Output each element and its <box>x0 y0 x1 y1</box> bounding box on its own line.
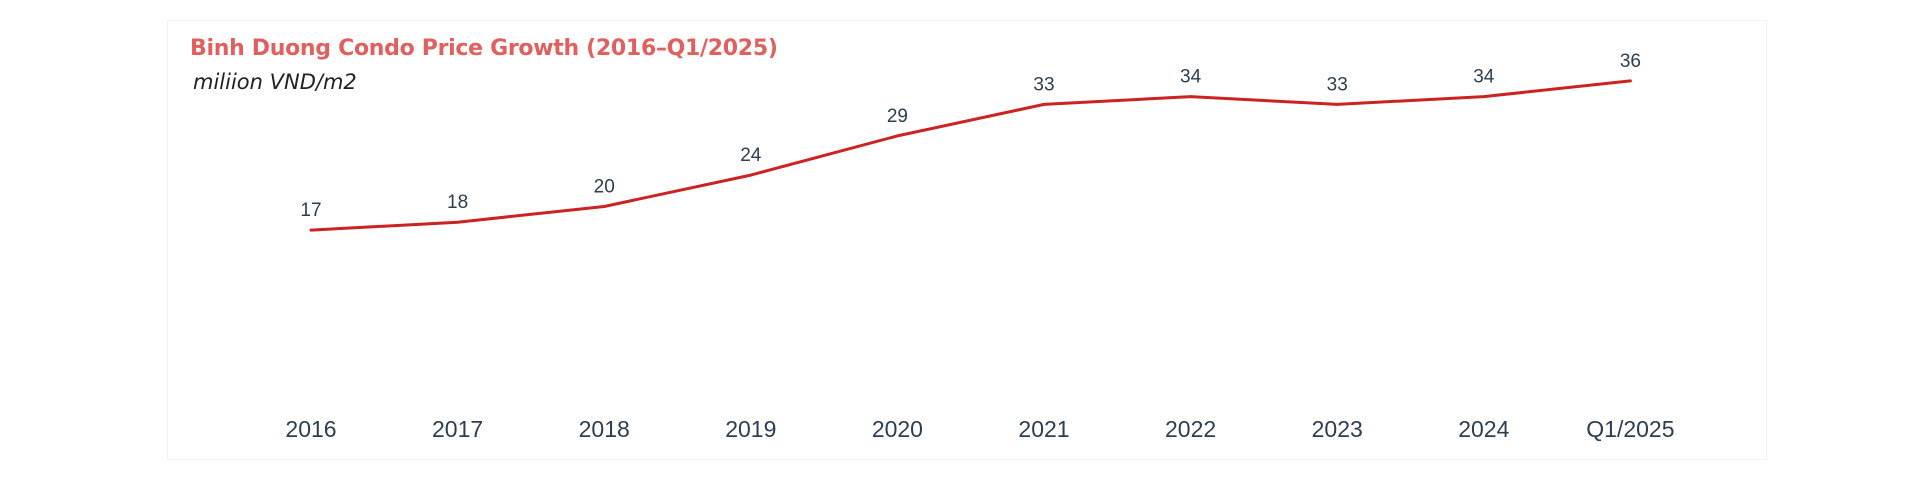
x-tick-2020: 2020 <box>872 416 923 442</box>
x-tick-2017: 2017 <box>432 416 483 442</box>
series-line <box>309 79 1632 232</box>
data-label-2016: 17 <box>300 200 321 221</box>
data-label-2018: 20 <box>594 177 615 198</box>
x-tick-2019: 2019 <box>725 416 776 442</box>
x-tick-2023: 2023 <box>1312 416 1363 442</box>
data-labels: 17 18 20 24 29 33 34 33 34 36 <box>300 51 1641 221</box>
data-label-2020: 29 <box>887 106 908 127</box>
x-tick-q1-2025: Q1/2025 <box>1586 416 1674 442</box>
chart-unit-subtitle: miliion VND/m2 <box>193 70 357 94</box>
chart-title: Binh Duong Condo Price Growth (2016–Q1/2… <box>190 36 778 61</box>
x-tick-2018: 2018 <box>579 416 630 442</box>
x-tick-2016: 2016 <box>285 416 336 442</box>
data-label-2017: 18 <box>447 192 468 213</box>
data-label-2024: 34 <box>1473 67 1495 88</box>
x-tick-2021: 2021 <box>1018 416 1069 442</box>
x-tick-2024: 2024 <box>1458 416 1509 442</box>
x-tick-2022: 2022 <box>1165 416 1216 442</box>
data-label-2022: 34 <box>1180 67 1202 88</box>
data-label-2023: 33 <box>1327 74 1348 95</box>
x-axis-tick-labels: 2016 2017 2018 2019 2020 2021 2022 2023 2024 Q1/2… <box>285 416 1674 442</box>
data-label-2021: 33 <box>1033 74 1054 95</box>
data-label-2019: 24 <box>740 145 762 166</box>
data-label-q1-2025: 36 <box>1620 51 1641 72</box>
